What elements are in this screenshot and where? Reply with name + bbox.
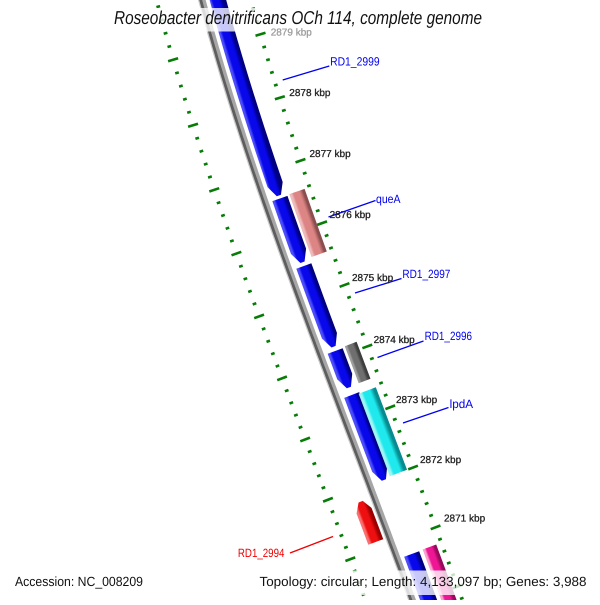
svg-text:2873 kbp: 2873 kbp <box>396 395 438 406</box>
svg-text:RD1_2996: RD1_2996 <box>425 329 473 343</box>
svg-text:Topology: circular; Length: 4,: Topology: circular; Length: 4,133,097 bp… <box>260 574 587 589</box>
svg-text:Roseobacter denitrificans OCh: Roseobacter denitrificans OCh 114, compl… <box>114 7 482 28</box>
svg-text:RD1_2994: RD1_2994 <box>238 546 285 560</box>
svg-text:RD1_2997: RD1_2997 <box>402 267 450 281</box>
svg-text:2872 kbp: 2872 kbp <box>420 455 462 466</box>
svg-text:2878 kbp: 2878 kbp <box>289 88 331 99</box>
svg-text:2877 kbp: 2877 kbp <box>310 149 352 160</box>
svg-text:2871 kbp: 2871 kbp <box>444 514 486 525</box>
svg-text:Accession: NC_008209: Accession: NC_008209 <box>15 574 143 589</box>
svg-text:2876 kbp: 2876 kbp <box>330 210 372 221</box>
svg-text:2874 kbp: 2874 kbp <box>374 335 416 346</box>
svg-text:queA: queA <box>376 192 401 206</box>
svg-text:2875 kbp: 2875 kbp <box>352 273 394 284</box>
svg-text:RD1_2999: RD1_2999 <box>330 55 380 69</box>
svg-text:lpdA: lpdA <box>450 397 474 411</box>
svg-text:2879 kbp: 2879 kbp <box>271 28 313 39</box>
